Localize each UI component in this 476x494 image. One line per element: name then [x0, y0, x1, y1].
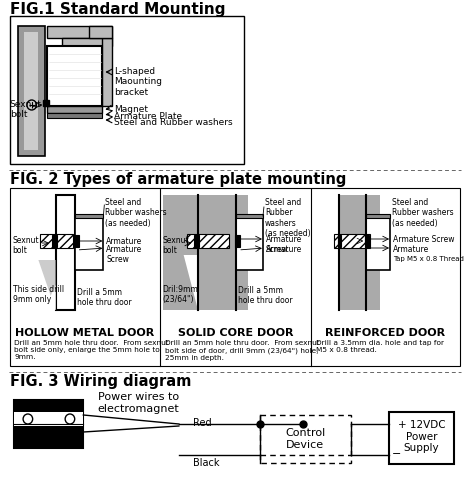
- Bar: [366, 218, 389, 270]
- Text: Drill an 5mm hole thru door.  From sexnut
bolt side of door, drill 9mm (23/64") : Drill an 5mm hole thru door. From sexnut…: [164, 340, 318, 361]
- Bar: [14, 412, 83, 426]
- Text: Steel and
Rubber washers
(as needed): Steel and Rubber washers (as needed): [391, 198, 453, 228]
- Bar: [18, 26, 45, 156]
- Text: Armature: Armature: [392, 245, 428, 254]
- Text: SOLID CORE DOOR: SOLID CORE DOOR: [177, 328, 292, 338]
- Bar: [43, 100, 49, 106]
- Text: L-shaped
Maounting
bracket: L-shaped Maounting bracket: [114, 67, 161, 97]
- Text: Drill a 3.5mm dia. hole and tap for
M5 x 0.8 thread.: Drill a 3.5mm dia. hole and tap for M5 x…: [315, 340, 443, 353]
- Bar: [236, 218, 262, 270]
- Bar: [14, 400, 83, 448]
- Text: Steel and
Rubber washers
(as needed): Steel and Rubber washers (as needed): [105, 198, 167, 228]
- Bar: [10, 16, 243, 164]
- Bar: [89, 26, 112, 38]
- Bar: [259, 415, 350, 463]
- Bar: [388, 412, 453, 464]
- Circle shape: [65, 414, 75, 424]
- Text: Steel and
Rubber
washers
(as needed): Steel and Rubber washers (as needed): [264, 198, 310, 238]
- Text: Red: Red: [193, 418, 211, 428]
- Bar: [75, 214, 103, 218]
- Bar: [365, 235, 368, 247]
- Circle shape: [23, 414, 32, 424]
- Text: Drill a 5mm
hole thru door: Drill a 5mm hole thru door: [238, 286, 292, 305]
- Bar: [333, 234, 369, 248]
- Text: Dril:9mm
(23/64"): Dril:9mm (23/64"): [162, 285, 198, 304]
- Bar: [52, 235, 57, 247]
- Bar: [40, 234, 73, 248]
- Polygon shape: [183, 255, 198, 310]
- Bar: [162, 195, 247, 310]
- Bar: [186, 234, 228, 248]
- Text: Sexnut
bolt: Sexnut bolt: [162, 236, 189, 255]
- Polygon shape: [38, 260, 56, 310]
- Bar: [47, 113, 102, 118]
- Bar: [24, 32, 38, 150]
- Bar: [47, 106, 102, 113]
- Bar: [366, 214, 389, 218]
- Bar: [56, 195, 75, 310]
- Polygon shape: [44, 285, 56, 310]
- Text: FIG. 2 Types of armature plate mounting: FIG. 2 Types of armature plate mounting: [10, 172, 346, 187]
- Text: Power wires to
electromagnet: Power wires to electromagnet: [98, 392, 179, 413]
- Text: Armature: Armature: [265, 245, 301, 254]
- Text: Magnet: Magnet: [114, 105, 148, 114]
- Bar: [47, 46, 102, 106]
- Bar: [74, 235, 79, 247]
- Text: FIG.1 Standard Mounting: FIG.1 Standard Mounting: [10, 2, 225, 17]
- Bar: [47, 26, 112, 38]
- Bar: [339, 195, 379, 310]
- Text: Drill a 5mm
hole thru door: Drill a 5mm hole thru door: [77, 288, 131, 307]
- Bar: [235, 235, 239, 247]
- Text: Sexnut
bolt: Sexnut bolt: [10, 100, 41, 120]
- Text: Drill an 5mm hole thru door.  From sexnut
bolt side only, enlarge the 5mm hole t: Drill an 5mm hole thru door. From sexnut…: [14, 340, 169, 360]
- Bar: [194, 235, 198, 247]
- Bar: [75, 218, 103, 270]
- Text: Steel and Rubber washers: Steel and Rubber washers: [114, 118, 232, 127]
- Text: −: −: [391, 449, 400, 459]
- Text: Sexnut
bolt: Sexnut bolt: [12, 236, 39, 255]
- Text: Armature
Screw: Armature Screw: [265, 235, 301, 254]
- Text: Armature
Screw: Armature Screw: [106, 245, 142, 264]
- Bar: [337, 235, 341, 247]
- Bar: [62, 38, 112, 46]
- Text: FIG. 3 Wiring diagram: FIG. 3 Wiring diagram: [10, 374, 191, 389]
- Text: Armature Screw: Armature Screw: [392, 235, 454, 244]
- Bar: [102, 38, 112, 106]
- Text: HOLLOW METAL DOOR: HOLLOW METAL DOOR: [15, 328, 154, 338]
- Bar: [236, 214, 262, 218]
- Text: Armature: Armature: [106, 237, 142, 246]
- Text: REINFORCED DOOR: REINFORCED DOOR: [325, 328, 445, 338]
- Text: + 12VDC
Power
Supply: + 12VDC Power Supply: [397, 420, 445, 453]
- Bar: [10, 188, 459, 366]
- Text: Control
Device: Control Device: [284, 428, 325, 450]
- Text: Tap M5 x 0.8 Thread: Tap M5 x 0.8 Thread: [392, 256, 463, 262]
- Text: Black: Black: [193, 458, 219, 468]
- Text: This side drill
9mm only: This side drill 9mm only: [12, 285, 64, 304]
- Text: Armature Plate: Armature Plate: [114, 112, 182, 121]
